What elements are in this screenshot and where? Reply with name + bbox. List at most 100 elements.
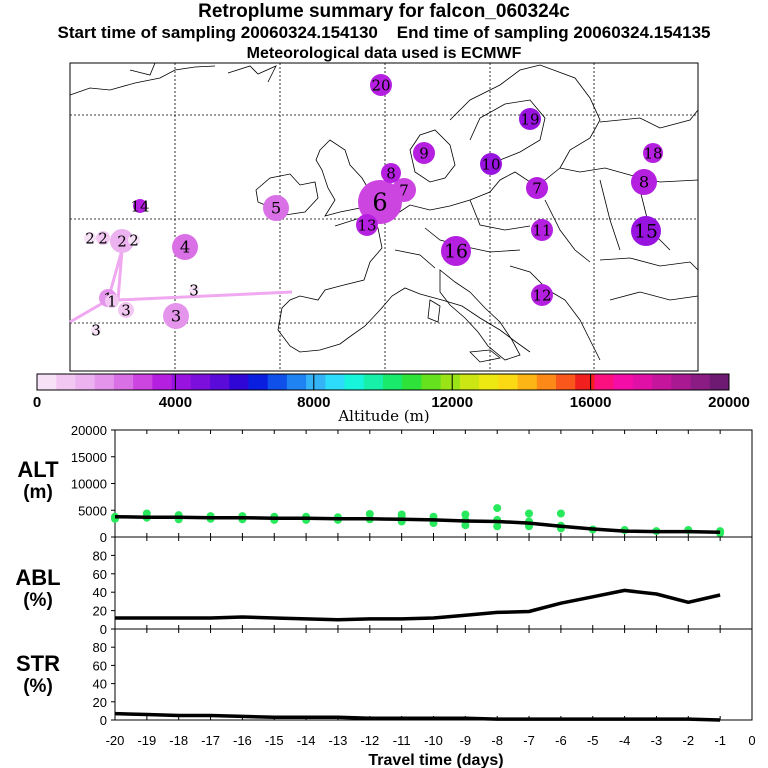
marker-7-circle xyxy=(392,178,416,202)
black-sea-coast xyxy=(599,257,699,271)
marker-9-circle xyxy=(413,142,435,164)
marker-10-circle xyxy=(480,153,502,175)
x-tick-label: -5 xyxy=(587,733,599,748)
marker-15-label: 15 xyxy=(634,222,658,243)
alt-axis-label: ALT (m) xyxy=(8,458,68,504)
alt-label-unit: (m) xyxy=(23,482,53,503)
colorbar-tick-label: 4000 xyxy=(159,394,192,411)
colorbar-swatch xyxy=(325,374,346,390)
abl-label-unit: (%) xyxy=(23,590,53,611)
coastline xyxy=(599,109,699,129)
marker-2-circle xyxy=(128,234,140,246)
marker-2-label: 2 xyxy=(117,232,127,250)
marker-8-label: 8 xyxy=(386,164,396,182)
sardinia xyxy=(427,299,441,323)
y-tick-label: 15000 xyxy=(71,450,107,465)
x-tick-label: -3 xyxy=(651,733,663,748)
marker-20-circle xyxy=(370,74,392,96)
colorbar-swatch xyxy=(94,374,115,390)
str-label-unit: (%) xyxy=(23,676,53,697)
abl-label-name: ABL xyxy=(15,565,61,590)
marker-7-label: 7 xyxy=(532,179,542,197)
x-tick-label: -9 xyxy=(460,733,472,748)
colorbar-title: Altitude (m) xyxy=(337,407,429,425)
marker-7-label: 7 xyxy=(399,181,409,199)
coastline xyxy=(394,167,699,216)
marker-7-circle xyxy=(526,177,548,199)
colorbar-swatch xyxy=(306,374,326,390)
y-tick-label: 5000 xyxy=(78,503,107,518)
colorbar-swatch xyxy=(594,374,615,390)
colorbar-swatch xyxy=(613,374,634,390)
altitude-scatter-point xyxy=(493,504,502,513)
border xyxy=(544,199,591,263)
colorbar-swatch xyxy=(498,374,519,390)
marker-3-circle xyxy=(189,285,199,295)
balkan-coast xyxy=(509,265,601,361)
marker-3-label: 3 xyxy=(121,301,131,319)
marker-3-label: 3 xyxy=(189,281,199,299)
colorbar-swatch xyxy=(421,374,442,390)
x-tick-label: -1 xyxy=(714,733,726,748)
colorbar-swatch xyxy=(383,374,403,390)
marker-18-label: 18 xyxy=(643,144,662,162)
abl-line xyxy=(115,588,721,622)
marker-3-circle xyxy=(118,302,134,318)
y-tick-label: 20000 xyxy=(71,423,107,438)
coastline xyxy=(69,65,216,96)
x-tick-label: -20 xyxy=(106,733,125,748)
colorbar-swatch xyxy=(363,374,384,390)
marker-1-circle xyxy=(105,294,119,308)
str-label-name: STR xyxy=(16,651,60,676)
marker-6-circle xyxy=(358,180,402,224)
colorbar-swatch xyxy=(556,374,576,390)
colorbar-swatch xyxy=(229,374,249,390)
colorbar-tick-label: 20000 xyxy=(708,394,750,411)
altitude-scatter-point xyxy=(461,521,470,530)
y-tick-label: 0 xyxy=(100,713,107,728)
marker-20-label: 20 xyxy=(371,76,390,94)
turkey-coast xyxy=(609,291,699,301)
altitude-scatter-point xyxy=(493,522,502,531)
colorbar-swatch xyxy=(575,374,595,390)
colorbar-swatch xyxy=(56,374,76,390)
border xyxy=(394,249,436,269)
marker-8-circle xyxy=(631,169,657,195)
coastline xyxy=(227,65,277,83)
marker-16-label: 16 xyxy=(444,242,468,263)
colorbar-frame xyxy=(36,373,730,391)
altitude-scatter-point xyxy=(525,509,533,518)
marker-11-circle xyxy=(531,219,553,241)
y-tick-label: 40 xyxy=(93,677,107,692)
marker-3-circle xyxy=(91,325,101,335)
marker-2-label: 2 xyxy=(129,231,139,249)
border xyxy=(469,199,531,231)
panel-ABL-frame xyxy=(114,536,753,630)
colorbar-swatch xyxy=(113,374,134,390)
marker-6-label: 6 xyxy=(372,188,387,216)
marker-4-label: 4 xyxy=(180,238,190,257)
sampling-times: Start time of sampling 20060324.154130 E… xyxy=(0,23,768,43)
y-tick-label: 10000 xyxy=(71,477,107,492)
colorbar-swatch xyxy=(171,374,192,390)
x-tick-label: -16 xyxy=(233,733,252,748)
colorbar-swatch xyxy=(152,374,173,390)
marker-3-label: 3 xyxy=(171,307,181,326)
altitude-colorbar: 0 4000 8000 12000 16000 20000 Altitude (m) xyxy=(33,373,750,425)
alt-line xyxy=(114,514,721,534)
colorbar-swatch xyxy=(690,374,711,390)
marker-11-label: 11 xyxy=(532,221,551,239)
y-tick-label: 80 xyxy=(93,640,107,655)
altitude-scatter-point xyxy=(556,509,565,518)
colorbar-swatch xyxy=(709,374,730,390)
y-tick-label: 0 xyxy=(100,530,107,545)
x-tick-label: -2 xyxy=(683,733,695,748)
marker-3-circle xyxy=(163,303,189,329)
colorbar-swatch xyxy=(190,374,211,390)
marker-14-circle xyxy=(133,199,147,213)
colorbar-swatch xyxy=(440,374,461,390)
coastline xyxy=(409,129,456,183)
marker-4-circle xyxy=(172,234,198,260)
marker-18-circle xyxy=(643,143,663,163)
